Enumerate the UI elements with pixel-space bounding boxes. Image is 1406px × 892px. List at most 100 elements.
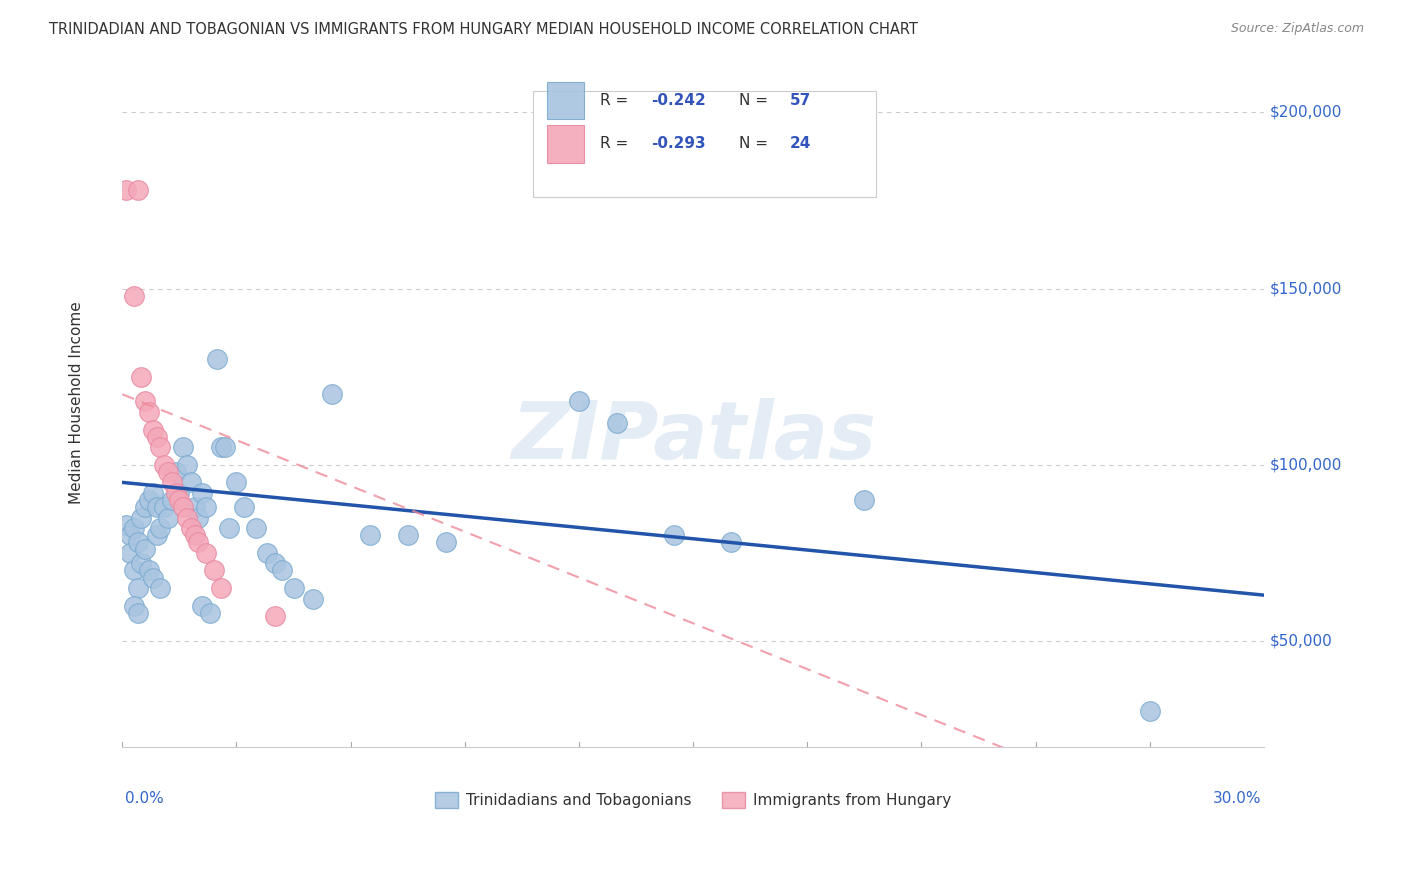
Point xyxy=(271,564,294,578)
Point xyxy=(153,500,176,514)
Point xyxy=(606,416,628,430)
Point xyxy=(263,557,285,571)
Point xyxy=(149,521,172,535)
Point xyxy=(149,581,172,595)
Text: 57: 57 xyxy=(790,93,811,108)
Point xyxy=(118,528,141,542)
Point xyxy=(256,546,278,560)
Point xyxy=(156,465,179,479)
Point xyxy=(138,405,160,419)
Point xyxy=(207,352,229,367)
Point xyxy=(209,440,232,454)
Text: Median Household Income: Median Household Income xyxy=(69,301,84,505)
Point xyxy=(122,521,145,535)
Point xyxy=(183,528,205,542)
Point xyxy=(153,458,176,472)
FancyBboxPatch shape xyxy=(533,90,876,197)
Text: $200,000: $200,000 xyxy=(1270,105,1343,120)
Point xyxy=(134,500,156,514)
Text: -0.293: -0.293 xyxy=(651,136,706,152)
Point xyxy=(176,458,198,472)
Text: ZIPatlas: ZIPatlas xyxy=(510,399,876,476)
Point xyxy=(301,591,323,606)
Text: R =: R = xyxy=(599,136,633,152)
Point xyxy=(218,521,240,535)
Text: 0.0%: 0.0% xyxy=(125,791,163,806)
Text: 24: 24 xyxy=(790,136,811,152)
Point xyxy=(169,493,191,508)
Point xyxy=(122,288,145,302)
Point xyxy=(434,535,457,549)
FancyBboxPatch shape xyxy=(547,81,583,120)
Text: N =: N = xyxy=(738,136,773,152)
Point xyxy=(118,546,141,560)
Point xyxy=(853,493,876,508)
Point xyxy=(720,535,742,549)
Point xyxy=(209,581,232,595)
Point xyxy=(187,535,209,549)
Point xyxy=(359,528,381,542)
FancyBboxPatch shape xyxy=(547,125,583,162)
Point xyxy=(122,564,145,578)
Text: Source: ZipAtlas.com: Source: ZipAtlas.com xyxy=(1230,22,1364,36)
Point xyxy=(127,183,149,197)
Point xyxy=(233,500,256,514)
Point xyxy=(195,546,218,560)
Point xyxy=(138,493,160,508)
Point xyxy=(396,528,419,542)
Point xyxy=(180,475,202,490)
Point xyxy=(214,440,236,454)
Point xyxy=(245,521,267,535)
Point xyxy=(195,500,218,514)
Text: R =: R = xyxy=(599,93,633,108)
Text: TRINIDADIAN AND TOBAGONIAN VS IMMIGRANTS FROM HUNGARY MEDIAN HOUSEHOLD INCOME CO: TRINIDADIAN AND TOBAGONIAN VS IMMIGRANTS… xyxy=(49,22,918,37)
Point xyxy=(127,581,149,595)
Point xyxy=(160,493,183,508)
Point xyxy=(172,500,194,514)
Text: -0.242: -0.242 xyxy=(651,93,706,108)
Text: $100,000: $100,000 xyxy=(1270,458,1343,472)
Point xyxy=(127,535,149,549)
Point xyxy=(142,486,165,500)
Point xyxy=(165,465,187,479)
Point xyxy=(183,500,205,514)
Point xyxy=(225,475,247,490)
Point xyxy=(172,440,194,454)
Point xyxy=(568,394,591,409)
Point xyxy=(180,521,202,535)
Point xyxy=(176,510,198,524)
Point xyxy=(191,599,214,613)
Point xyxy=(131,369,153,384)
Point xyxy=(115,517,138,532)
Text: $50,000: $50,000 xyxy=(1270,633,1333,648)
Point xyxy=(145,429,167,443)
Point xyxy=(169,486,191,500)
Point xyxy=(165,486,187,500)
Point xyxy=(160,475,183,490)
Text: N =: N = xyxy=(738,93,773,108)
Text: $150,000: $150,000 xyxy=(1270,281,1343,296)
Point xyxy=(115,183,138,197)
Point xyxy=(142,423,165,437)
Legend: Trinidadians and Tobagonians, Immigrants from Hungary: Trinidadians and Tobagonians, Immigrants… xyxy=(429,787,957,814)
Point xyxy=(134,394,156,409)
Point xyxy=(149,440,172,454)
Point xyxy=(1139,705,1161,719)
Point xyxy=(191,486,214,500)
Point xyxy=(156,510,179,524)
Point xyxy=(321,387,343,401)
Point xyxy=(202,564,225,578)
Point xyxy=(187,510,209,524)
Point xyxy=(131,557,153,571)
Point xyxy=(134,542,156,557)
Point xyxy=(138,564,160,578)
Point xyxy=(122,599,145,613)
Point xyxy=(131,510,153,524)
Point xyxy=(662,528,685,542)
Point xyxy=(283,581,305,595)
Point xyxy=(142,570,165,584)
Point xyxy=(263,609,285,624)
Point xyxy=(145,528,167,542)
Text: 30.0%: 30.0% xyxy=(1213,791,1261,806)
Point xyxy=(127,606,149,620)
